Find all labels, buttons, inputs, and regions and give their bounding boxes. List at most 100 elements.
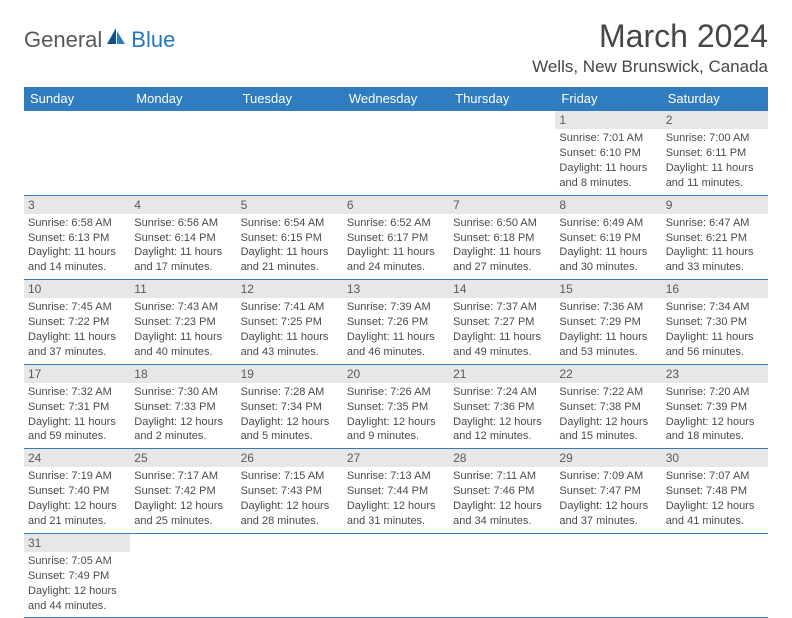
calendar-cell: 21 Sunrise: 7:24 AMSunset: 7:36 PMDayligh… [449,364,555,449]
sunset-text: Sunset: 7:22 PM [28,315,126,330]
calendar-cell: 3 Sunrise: 6:58 AMSunset: 6:13 PMDaylight… [24,195,130,280]
day-number: 29 [555,449,661,467]
day-number: 7 [449,196,555,214]
calendar-cell: 24 Sunrise: 7:19 AMSunset: 7:40 PMDayligh… [24,449,130,534]
day-number: 21 [449,365,555,383]
calendar-cell: 27Sunrise: 7:13 AMSunset: 7:44 PMDayligh… [343,449,449,534]
daylight-text: Daylight: 12 hours and 34 minutes. [453,499,551,529]
calendar-cell: 30Sunrise: 7:07 AMSunset: 7:48 PMDayligh… [662,449,768,534]
daylight-text: Daylight: 12 hours and 31 minutes. [347,499,445,529]
day-number: 15 [555,280,661,298]
sunrise-text: Sunrise: 7:26 AM [347,385,445,400]
day-details: Sunrise: 7:19 AMSunset: 7:40 PMDaylight:… [28,469,126,528]
calendar-cell: 28Sunrise: 7:11 AMSunset: 7:46 PMDayligh… [449,449,555,534]
day-number: 1 [555,111,661,129]
logo-text-general: General [24,27,102,53]
sunset-text: Sunset: 6:15 PM [241,231,339,246]
daylight-text: Daylight: 12 hours and 12 minutes. [453,415,551,445]
location-subtitle: Wells, New Brunswick, Canada [532,57,768,77]
calendar-cell: 15 Sunrise: 7:36 AMSunset: 7:29 PMDayligh… [555,280,661,365]
day-details: Sunrise: 7:41 AMSunset: 7:25 PMDaylight:… [241,300,339,359]
day-details: Sunrise: 7:00 AMSunset: 6:11 PMDaylight:… [666,131,764,190]
day-number: 24 [24,449,130,467]
sunrise-text: Sunrise: 6:58 AM [28,216,126,231]
calendar-cell: 20Sunrise: 7:26 AMSunset: 7:35 PMDayligh… [343,364,449,449]
sunrise-text: Sunrise: 7:20 AM [666,385,764,400]
daylight-text: Daylight: 11 hours and 46 minutes. [347,330,445,360]
calendar-cell: 11Sunrise: 7:43 AMSunset: 7:23 PMDayligh… [130,280,236,365]
calendar-cell [555,533,661,618]
calendar-cell: 26Sunrise: 7:15 AMSunset: 7:43 PMDayligh… [237,449,343,534]
sunset-text: Sunset: 7:43 PM [241,484,339,499]
calendar-cell: 23Sunrise: 7:20 AMSunset: 7:39 PMDayligh… [662,364,768,449]
day-number: 28 [449,449,555,467]
calendar-cell: 13 Sunrise: 7:39 AMSunset: 7:26 PMDayligh… [343,280,449,365]
daylight-text: Daylight: 12 hours and 5 minutes. [241,415,339,445]
day-details: Sunrise: 6:49 AMSunset: 6:19 PMDaylight:… [559,216,657,275]
day-details: Sunrise: 6:58 AMSunset: 6:13 PMDaylight:… [28,216,126,275]
sunrise-text: Sunrise: 6:47 AM [666,216,764,231]
day-details: Sunrise: 7:22 AMSunset: 7:38 PMDaylight:… [559,385,657,444]
day-header: Monday [130,87,236,111]
day-details: Sunrise: 6:54 AMSunset: 6:15 PMDaylight:… [241,216,339,275]
day-number: 14 [449,280,555,298]
sunrise-text: Sunrise: 7:45 AM [28,300,126,315]
calendar-cell: 16Sunrise: 7:34 AMSunset: 7:30 PMDayligh… [662,280,768,365]
day-number: 3 [24,196,130,214]
day-number: 23 [662,365,768,383]
sunrise-text: Sunrise: 7:39 AM [347,300,445,315]
day-number: 16 [662,280,768,298]
sunrise-text: Sunrise: 6:54 AM [241,216,339,231]
day-number: 8 [555,196,661,214]
day-details: Sunrise: 7:17 AMSunset: 7:42 PMDaylight:… [134,469,232,528]
daylight-text: Daylight: 11 hours and 59 minutes. [28,415,126,445]
day-number: 25 [130,449,236,467]
sunrise-text: Sunrise: 6:52 AM [347,216,445,231]
sunset-text: Sunset: 7:44 PM [347,484,445,499]
day-number: 10 [24,280,130,298]
sunrise-text: Sunrise: 6:50 AM [453,216,551,231]
day-details: Sunrise: 7:24 AMSunset: 7:36 PMDaylight:… [453,385,551,444]
sunrise-text: Sunrise: 7:15 AM [241,469,339,484]
calendar-cell: 17Sunrise: 7:32 AMSunset: 7:31 PMDayligh… [24,364,130,449]
day-number: 17 [24,365,130,383]
day-header: Sunday [24,87,130,111]
calendar-cell: 22Sunrise: 7:22 AMSunset: 7:38 PMDayligh… [555,364,661,449]
sunset-text: Sunset: 7:49 PM [28,569,126,584]
calendar-cell: 4Sunrise: 6:56 AMSunset: 6:14 PMDaylight… [130,195,236,280]
day-details: Sunrise: 7:39 AMSunset: 7:26 PMDaylight:… [347,300,445,359]
sunset-text: Sunset: 6:11 PM [666,146,764,161]
sunset-text: Sunset: 7:36 PM [453,400,551,415]
day-number: 13 [343,280,449,298]
day-details: Sunrise: 6:52 AMSunset: 6:17 PMDaylight:… [347,216,445,275]
sunset-text: Sunset: 7:23 PM [134,315,232,330]
daylight-text: Daylight: 11 hours and 40 minutes. [134,330,232,360]
day-details: Sunrise: 7:36 AMSunset: 7:29 PMDaylight:… [559,300,657,359]
daylight-text: Daylight: 12 hours and 41 minutes. [666,499,764,529]
sunset-text: Sunset: 7:46 PM [453,484,551,499]
calendar-cell: 31Sunrise: 7:05 AMSunset: 7:49 PMDayligh… [24,533,130,618]
sunrise-text: Sunrise: 7:07 AM [666,469,764,484]
calendar-cell: 6Sunrise: 6:52 AMSunset: 6:17 PMDaylight… [343,195,449,280]
sunset-text: Sunset: 7:40 PM [28,484,126,499]
calendar-cell: 9Sunrise: 6:47 AMSunset: 6:21 PMDaylight… [662,195,768,280]
sunrise-text: Sunrise: 7:19 AM [28,469,126,484]
sunrise-text: Sunrise: 7:17 AM [134,469,232,484]
calendar-cell: 19Sunrise: 7:28 AMSunset: 7:34 PMDayligh… [237,364,343,449]
daylight-text: Daylight: 12 hours and 21 minutes. [28,499,126,529]
daylight-text: Daylight: 11 hours and 21 minutes. [241,245,339,275]
day-number: 5 [237,196,343,214]
calendar-cell [662,533,768,618]
daylight-text: Daylight: 12 hours and 44 minutes. [28,584,126,614]
sunrise-text: Sunrise: 7:28 AM [241,385,339,400]
sunrise-text: Sunrise: 7:24 AM [453,385,551,400]
day-details: Sunrise: 7:01 AMSunset: 6:10 PMDaylight:… [559,131,657,190]
month-title: March 2024 [532,18,768,55]
day-details: Sunrise: 7:28 AMSunset: 7:34 PMDaylight:… [241,385,339,444]
sunset-text: Sunset: 6:21 PM [666,231,764,246]
daylight-text: Daylight: 11 hours and 49 minutes. [453,330,551,360]
sunset-text: Sunset: 6:14 PM [134,231,232,246]
calendar-cell: 8 Sunrise: 6:49 AMSunset: 6:19 PMDaylight… [555,195,661,280]
calendar-header-row: SundayMondayTuesdayWednesdayThursdayFrid… [24,87,768,111]
calendar-cell: 25 Sunrise: 7:17 AMSunset: 7:42 PMDayligh… [130,449,236,534]
